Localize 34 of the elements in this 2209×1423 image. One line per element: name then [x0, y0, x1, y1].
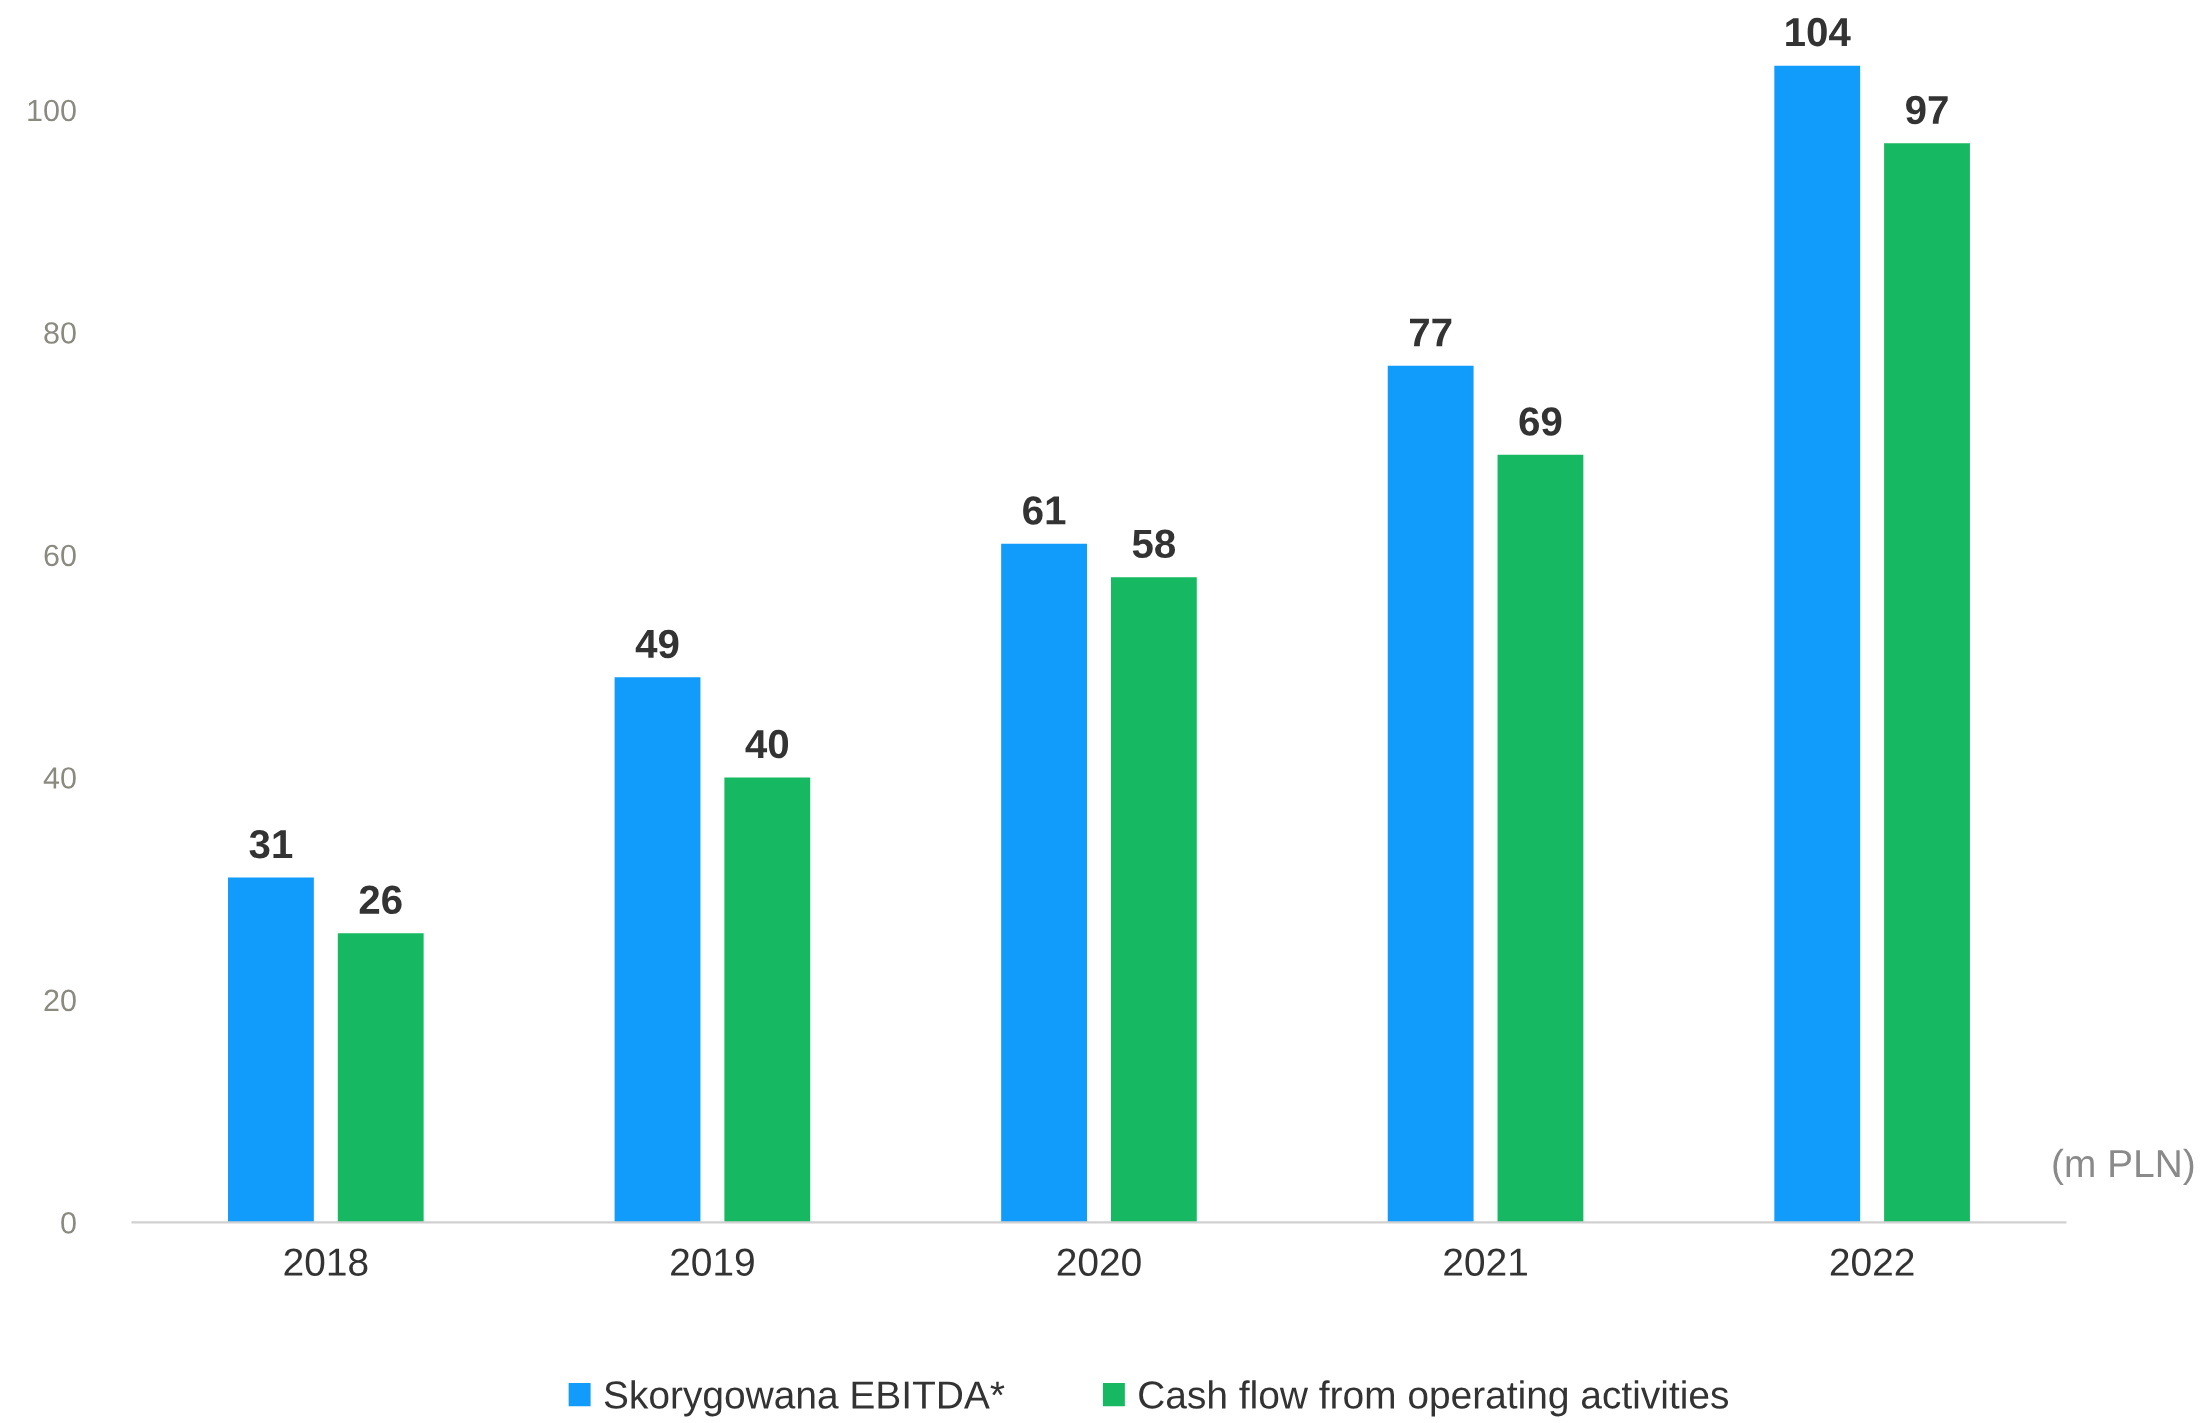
y-tick-label: 100 — [28, 99, 76, 122]
x-tick-label: 2019 — [671, 1248, 754, 1276]
data-label: 61 — [1023, 496, 1066, 525]
bar — [1387, 365, 1474, 1223]
bar — [1001, 543, 1087, 1223]
x-tick-label: 2020 — [1057, 1248, 1141, 1276]
bar — [1884, 143, 1970, 1223]
data-label: 104 — [1786, 17, 1851, 47]
data-label: 97 — [1906, 95, 1948, 125]
bar — [337, 933, 424, 1223]
y-tick-label: 60 — [44, 544, 76, 567]
y-tick-label: 80 — [44, 322, 76, 344]
data-label: 26 — [359, 885, 402, 915]
bar — [1497, 454, 1584, 1223]
data-label: 49 — [635, 629, 679, 659]
y-tick-label: 40 — [43, 767, 76, 789]
bar — [1774, 65, 1861, 1223]
data-label: 77 — [1409, 318, 1452, 347]
annotation: (m PLN) — [2053, 1148, 2194, 1185]
bar — [614, 677, 701, 1223]
legend-label: Skorygowana EBITDA* — [604, 1380, 1005, 1417]
data-label: 69 — [1519, 407, 1562, 436]
bar — [724, 777, 811, 1223]
bar — [1110, 577, 1197, 1223]
x-tick-label: 2021 — [1444, 1248, 1527, 1276]
bar — [228, 877, 314, 1223]
data-label: 58 — [1132, 529, 1176, 559]
x-tick-label: 2022 — [1830, 1248, 1914, 1276]
legend-label: Cash flow from operating activities — [1139, 1380, 1729, 1417]
x-tick-label: 2018 — [284, 1248, 368, 1276]
y-tick-label: 0 — [61, 1212, 76, 1234]
data-label: 31 — [249, 829, 293, 859]
data-label: 40 — [745, 729, 789, 759]
y-tick-label: 20 — [44, 989, 76, 1012]
